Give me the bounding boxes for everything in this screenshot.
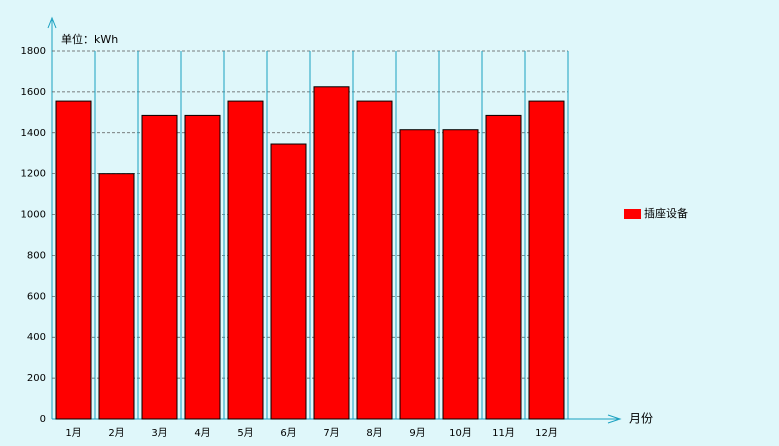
bar [184,114,221,420]
y-tick-label: 1600 [21,87,46,98]
y-axis-arrow [47,16,57,29]
bar [270,143,307,420]
x-tick-label: 5月 [237,427,253,439]
x-tick-label: 4月 [194,427,210,439]
y-tick-label: 1400 [21,128,46,139]
x-tick-label: 10月 [449,427,472,439]
x-tick-label: 6月 [280,427,296,439]
x-tick-label: 11月 [492,427,515,439]
bar [227,100,264,420]
bar [356,100,393,420]
y-tick-label: 400 [27,332,46,343]
x-tick-label: 1月 [65,427,81,439]
bar [141,114,178,420]
legend-swatch [624,209,641,219]
x-tick-label: 7月 [323,427,339,439]
y-tick-label: 800 [27,250,46,261]
y-tick-label: 1200 [21,169,46,180]
x-tick-label: 3月 [151,427,167,439]
legend-label: 插座设备 [644,206,688,220]
x-axis-arrow [607,414,622,424]
bar [313,86,350,420]
bar [98,173,135,420]
y-tick-label: 1800 [21,46,46,57]
bar [485,114,522,420]
x-axis-label: 月份 [629,412,653,426]
bar [55,100,92,420]
x-tick-label: 2月 [108,427,124,439]
bar [442,129,479,420]
x-tick-label: 9月 [409,427,425,439]
y-axis-label: 单位：kWh [61,32,118,46]
y-tick-label: 0 [40,414,46,425]
x-tick-label: 8月 [366,427,382,439]
bar [528,100,565,420]
y-tick-label: 1000 [21,210,46,221]
x-tick-label: 12月 [535,427,558,439]
bar [399,129,436,420]
y-tick-label: 600 [27,291,46,302]
y-tick-label: 200 [27,373,46,384]
